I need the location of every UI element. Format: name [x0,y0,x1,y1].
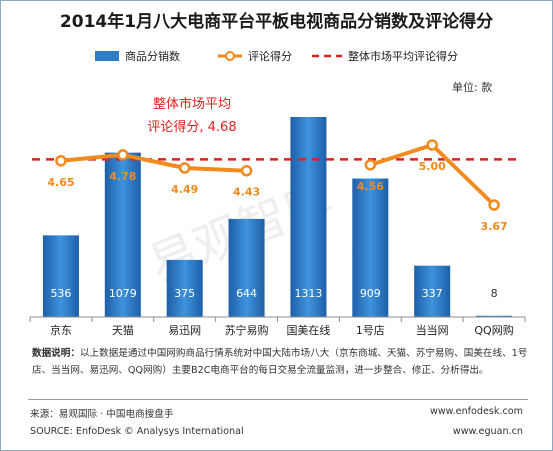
x-tick-label: 天猫 [112,324,134,337]
bar-value-label: 644 [236,287,257,300]
footer-divider [28,399,528,400]
data-note-text: 以上数据是通过中国网购商品行情系统对中国大陆市场八大（京东商城、天猫、苏宁易购、… [32,348,528,376]
bar-value-label: 8 [491,287,498,300]
legend-label-line: 评论得分 [248,49,292,63]
score-value-label: 3.67 [480,220,507,233]
data-note-label: 数据说明： [32,348,80,359]
avg-annotation-line1: 整体市场平均 [153,96,231,112]
score-point [55,155,67,167]
chart-title: 2014年1月八大电商平台平板电视商品分销数及评论得分 [59,12,494,32]
x-tick-label: 京东 [50,323,72,337]
data-note: 数据说明：以上数据是通过中国网购商品行情系统对中国大陆市场八大（京东商城、天猫、… [32,345,528,379]
score-value-label: 5.00 [419,160,446,173]
score-point [117,149,129,161]
bar [352,178,389,317]
score-point [364,159,377,171]
bar [476,315,513,317]
score-value-label: 4.43 [233,186,260,199]
score-line-segment [368,143,435,167]
site-enfodesk: www.enfodesk.com [429,406,523,417]
x-tick-label: 易迅网 [168,324,201,337]
site-eguan: www.eguan.cn [452,426,523,437]
bar-value-label: 1313 [294,287,322,300]
bar [290,117,327,317]
x-tick-label: 当当网 [416,323,449,337]
bar [228,218,265,317]
avg-annotation-line2: 评论得分, 4.68 [147,119,236,135]
x-tick-label: 1号店 [356,323,385,337]
source-en: SOURCE: EnfoDesk © Analysys Internationa… [30,426,244,437]
legend: 商品分销数 评论得分 整体市场平均评论得分 [95,49,458,63]
score-value-label: 4.78 [109,170,136,183]
legend-label-avg: 整体市场平均评论得分 [348,49,458,63]
score-value-label: 4.65 [47,176,74,189]
bar [414,265,451,317]
score-value-label: 4.49 [171,183,198,196]
score-point [178,162,191,174]
score-line-segment [58,152,125,163]
x-tick-label: QQ网购 [474,323,513,337]
bar-value-label: 375 [174,287,195,300]
legend-label-bar: 商品分销数 [125,49,180,63]
score-point [426,139,438,151]
bar-value-label: 1079 [109,287,137,300]
score-point [488,199,500,211]
bar-value-label: 536 [50,287,71,300]
bar [104,152,141,317]
bar-value-label: 337 [422,287,443,300]
x-tick-label: 国美在线 [286,323,330,337]
score-line-segment [120,152,187,171]
bar-value-label: 909 [360,287,381,300]
score-point [240,164,253,177]
unit-label: 单位: 款 [452,80,492,94]
x-tick-label: 苏宁易购 [225,323,269,337]
legend-swatch-marker [225,51,235,61]
legend-swatch-bar [95,51,119,61]
bar [166,259,203,317]
score-line-segment [182,166,249,173]
score-value-label: 4.56 [357,180,384,193]
source-cn: 来源：易观国际 · 中国电商搜盘手 [30,409,174,420]
bar [42,235,79,317]
score-line-segment [430,143,497,207]
